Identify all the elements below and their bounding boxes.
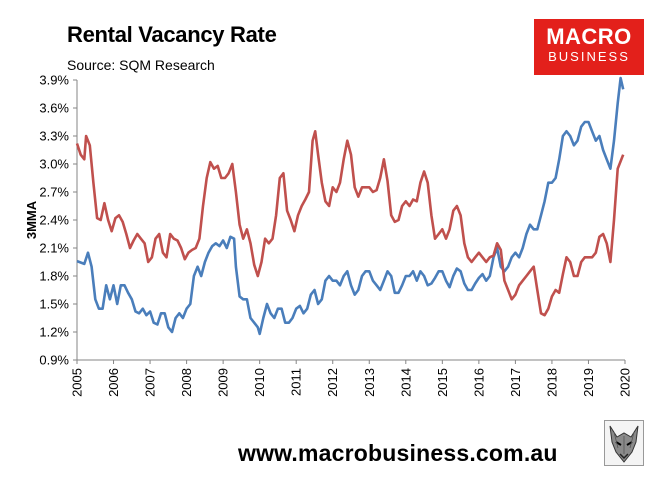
x-tick-label: 2008: [179, 368, 194, 397]
x-tick-label: 2012: [325, 368, 340, 397]
y-tick-label: 1.5%: [39, 297, 69, 312]
y-tick-label: 0.9%: [39, 353, 69, 368]
y-tick-label: 1.2%: [39, 325, 69, 340]
y-axis-title: 3MMA: [24, 200, 39, 239]
x-tick-label: 2019: [581, 368, 596, 397]
y-tick-label: 2.4%: [39, 213, 69, 228]
x-tick-label: 2007: [143, 368, 158, 397]
x-tick-label: 2017: [508, 368, 523, 397]
x-tick-label: 2015: [435, 368, 450, 397]
chart-title: Rental Vacancy Rate: [67, 22, 277, 47]
x-tick-label: 2020: [618, 368, 633, 397]
y-tick-label: 3.3%: [39, 129, 69, 144]
y-tick-label: 3.9%: [39, 73, 69, 88]
x-tick-label: 2016: [471, 368, 486, 397]
wolf-icon: [604, 420, 644, 466]
x-tick-label: 2014: [398, 368, 413, 397]
x-tick-label: 2018: [544, 368, 559, 397]
series-line-sydney: [76, 76, 625, 336]
x-tick-label: 2009: [216, 368, 231, 397]
x-tick-label: 2011: [289, 368, 304, 396]
logo-line-1: MACRO: [546, 24, 632, 49]
y-tick-label: 2.1%: [39, 241, 69, 256]
macrobusiness-logo[interactable]: MACRO BUSINESS: [534, 19, 644, 75]
x-tick-label: 2005: [70, 368, 85, 397]
y-tick-label: 2.7%: [39, 185, 69, 200]
y-tick-label: 1.8%: [39, 269, 69, 284]
x-tick-label: 2006: [106, 368, 121, 397]
logo-line-2: BUSINESS: [548, 49, 630, 64]
x-tick-label: 2010: [252, 368, 267, 397]
website-link[interactable]: www.macrobusiness.com.au: [238, 440, 558, 466]
chart-source: Source: SQM Research: [67, 57, 215, 73]
line-chart: 0.9% 1.2% 1.5% 1.8% 2.1% 2.4% 2.7% 3.0% 3.3% 3.6%…: [24, 73, 633, 397]
y-tick-label: 3.0%: [39, 157, 69, 172]
x-tick-label: 2013: [362, 368, 377, 397]
y-tick-label: 3.6%: [39, 101, 69, 116]
series-line-melbourne: [75, 130, 625, 317]
